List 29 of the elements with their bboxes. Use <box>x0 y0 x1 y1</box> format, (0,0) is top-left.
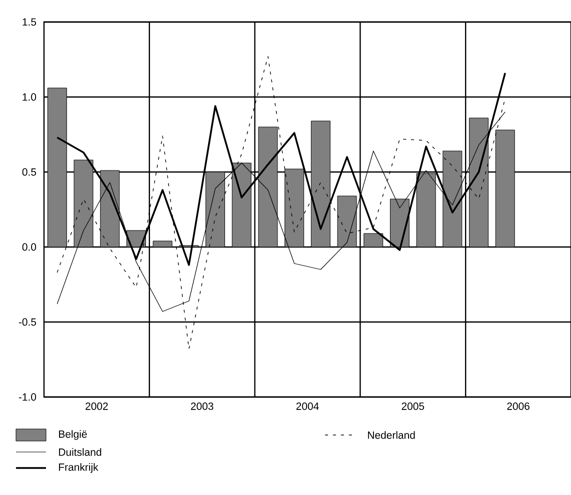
x-tick-label: 2006 <box>507 402 530 410</box>
bar <box>284 168 304 248</box>
bar <box>469 118 489 248</box>
bar <box>337 196 357 248</box>
y-tick-label: 1.5 <box>22 18 36 26</box>
legend-label: België <box>59 430 87 440</box>
y-tick-label: -0.5 <box>18 318 36 326</box>
y-tick-label: 1.0 <box>22 93 36 101</box>
bar <box>416 173 436 248</box>
x-tick-label: 2002 <box>86 402 108 410</box>
bar <box>364 233 384 248</box>
bar <box>232 162 252 248</box>
bar <box>152 240 172 248</box>
x-tick-label: 2004 <box>296 402 319 410</box>
bar <box>258 126 278 248</box>
legend-label: Duitsland <box>59 448 102 456</box>
bar <box>442 150 462 248</box>
x-tick-label: 2005 <box>402 402 424 410</box>
bar <box>310 120 330 248</box>
y-tick-label: 0.0 <box>22 243 36 251</box>
y-tick-label: -1.0 <box>18 393 36 401</box>
x-tick-label: 2003 <box>190 402 214 410</box>
y-tick-label: 0.5 <box>22 168 36 176</box>
bar <box>206 172 226 248</box>
legend-label: Nederland <box>368 431 415 439</box>
bar <box>390 198 410 248</box>
bar <box>74 160 94 248</box>
bar <box>100 170 120 248</box>
legend-label: Frankrijk <box>59 463 98 473</box>
